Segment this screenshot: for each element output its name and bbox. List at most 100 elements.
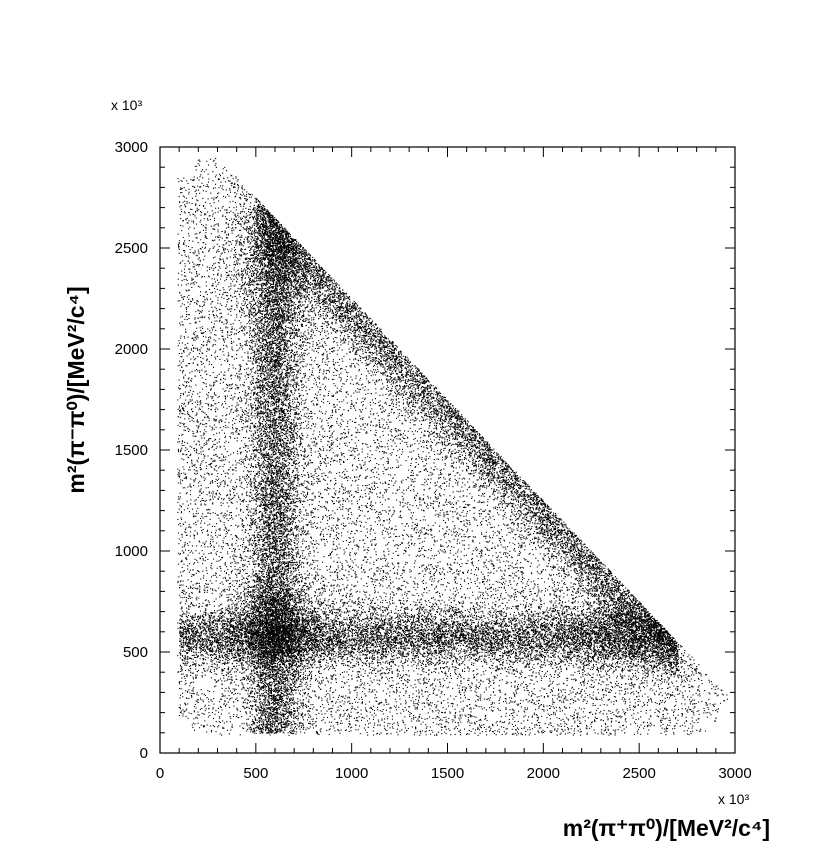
scatter-point — [569, 562, 570, 563]
scatter-point — [541, 680, 542, 681]
scatter-point — [200, 291, 201, 292]
scatter-point — [200, 375, 201, 376]
scatter-point — [676, 701, 677, 702]
scatter-point — [224, 375, 225, 376]
scatter-point — [382, 383, 383, 384]
scatter-point — [545, 665, 546, 666]
scatter-point — [638, 672, 639, 673]
scatter-point — [455, 611, 456, 612]
scatter-point — [549, 538, 550, 539]
scatter-point — [239, 380, 240, 381]
scatter-point — [199, 444, 200, 445]
scatter-point — [406, 392, 407, 393]
scatter-point — [431, 576, 432, 577]
scatter-point — [186, 316, 187, 317]
scatter-point — [517, 705, 518, 706]
scatter-point — [181, 336, 182, 337]
scatter-point — [453, 507, 454, 508]
scatter-point — [369, 718, 370, 719]
scatter-point — [193, 682, 194, 683]
scatter-point — [505, 618, 506, 619]
scatter-point — [416, 556, 417, 557]
scatter-point — [601, 607, 602, 608]
scatter-point — [410, 577, 411, 578]
scatter-point — [376, 570, 377, 571]
scatter-point — [543, 689, 544, 690]
scatter-point — [458, 491, 459, 492]
scatter-point — [348, 432, 349, 433]
scatter-point — [225, 513, 226, 514]
scatter-point — [555, 671, 556, 672]
scatter-point — [394, 706, 395, 707]
scatter-point — [364, 543, 365, 544]
scatter-point — [435, 566, 436, 567]
scatter-point — [459, 665, 460, 666]
scatter-point — [303, 534, 304, 535]
scatter-point — [579, 693, 580, 694]
scatter-point — [432, 566, 433, 567]
scatter-point — [337, 399, 338, 400]
scatter-point — [212, 526, 213, 527]
scatter-point — [329, 450, 330, 451]
scatter-point — [179, 595, 180, 596]
scatter-point — [178, 496, 179, 497]
scatter-point — [399, 415, 400, 416]
scatter-point — [203, 206, 204, 207]
scatter-point — [370, 623, 371, 624]
scatter-point — [219, 258, 220, 259]
scatter-point — [308, 334, 309, 335]
scatter-point — [325, 315, 326, 316]
scatter-point — [476, 658, 477, 659]
scatter-point — [257, 695, 258, 696]
scatter-point — [394, 567, 395, 568]
scatter-point — [311, 587, 312, 588]
scatter-point — [374, 713, 375, 714]
scatter-point — [237, 569, 238, 570]
scatter-point — [217, 244, 218, 245]
scatter-point — [404, 530, 405, 531]
scatter-point — [340, 716, 341, 717]
scatter-point — [292, 486, 293, 487]
scatter-point — [223, 355, 224, 356]
scatter-point — [390, 727, 391, 728]
scatter-point — [253, 497, 254, 498]
scatter-point — [322, 436, 323, 437]
scatter-point — [210, 438, 211, 439]
scatter-point — [178, 301, 179, 302]
scatter-point — [343, 343, 344, 344]
scatter-point — [320, 456, 321, 457]
scatter-point — [313, 727, 314, 728]
scatter-point — [233, 492, 234, 493]
scatter-point — [245, 459, 246, 460]
scatter-point — [434, 540, 435, 541]
scatter-point — [183, 445, 184, 446]
scatter-point — [263, 706, 264, 707]
scatter-point — [393, 540, 394, 541]
scatter-point — [232, 227, 233, 228]
scatter-point — [221, 372, 222, 373]
scatter-point — [382, 558, 383, 559]
scatter-point — [299, 512, 300, 513]
scatter-point — [201, 665, 202, 666]
scatter-point — [250, 550, 251, 551]
scatter-point — [304, 350, 305, 351]
scatter-point — [483, 595, 484, 596]
scatter-point — [189, 227, 190, 228]
scatter-point — [417, 587, 418, 588]
scatter-point — [222, 185, 223, 186]
scatter-point — [180, 192, 181, 193]
scatter-point — [318, 466, 319, 467]
scatter-point — [220, 609, 221, 610]
scatter-point — [408, 414, 409, 415]
scatter-point — [186, 674, 187, 675]
scatter-point — [439, 644, 440, 645]
scatter-point — [422, 379, 423, 380]
scatter-point — [243, 501, 244, 502]
scatter-point — [457, 500, 458, 501]
scatter-point — [203, 542, 204, 543]
scatter-point — [426, 679, 427, 680]
scatter-point — [636, 719, 637, 720]
scatter-point — [459, 434, 460, 435]
scatter-point — [217, 483, 218, 484]
scatter-point — [512, 701, 513, 702]
